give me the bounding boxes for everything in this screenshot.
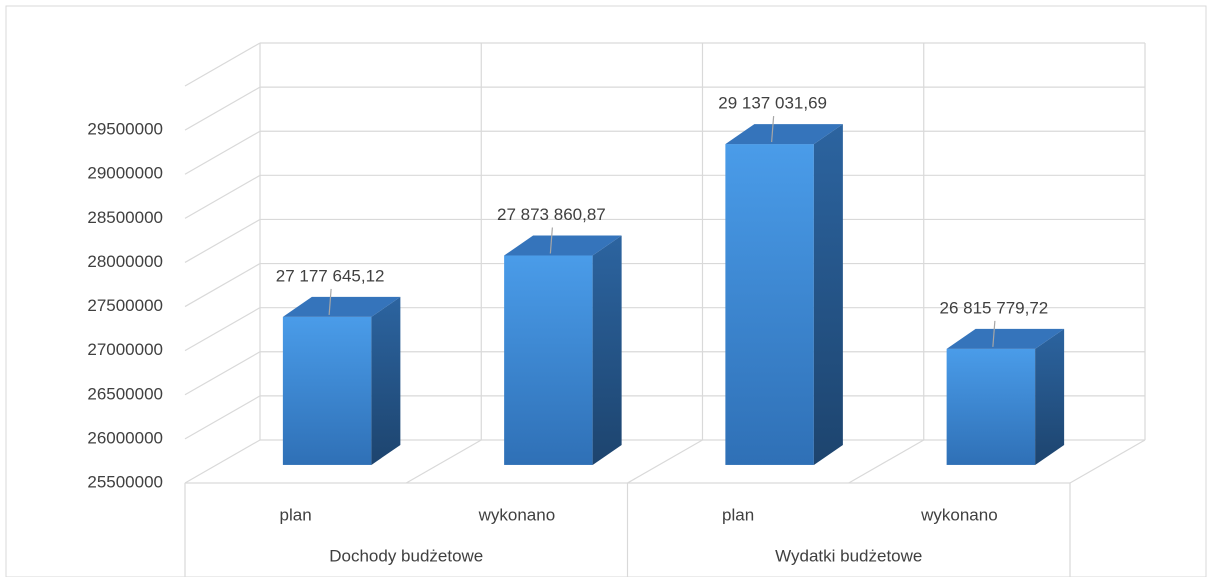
y-tick-label: 27000000: [87, 340, 163, 359]
bar-front: [725, 144, 814, 465]
floor-edge: [1069, 439, 1146, 484]
x-tick-label: plan: [280, 505, 312, 524]
y-tick-label: 28500000: [87, 208, 163, 227]
bar-side: [371, 296, 401, 465]
grid-line: [184, 86, 261, 131]
leader-line: [992, 320, 996, 347]
y-tick-label: 26500000: [87, 384, 163, 403]
x-tick-label: wykonano: [920, 505, 998, 524]
x-tick-label: plan: [722, 505, 754, 524]
leader-line: [328, 288, 332, 315]
bar-side: [813, 124, 843, 465]
bar-side: [1035, 328, 1065, 465]
grid-line: [184, 218, 261, 263]
leader-line: [771, 116, 775, 143]
floor-divider: [405, 439, 482, 484]
group-label: Dochody budżetowe: [329, 546, 483, 565]
grid-line: [184, 174, 261, 219]
leader-line: [549, 227, 553, 254]
x-tick-label: wykonano: [478, 505, 556, 524]
grid-line: [184, 439, 261, 484]
bar-front: [504, 255, 593, 465]
value-label: 27 873 860,87: [497, 205, 606, 224]
bar-side: [592, 235, 622, 465]
grid-line: [184, 395, 261, 440]
value-label: 27 177 645,12: [276, 266, 385, 285]
y-tick-label: 29500000: [87, 120, 163, 139]
bar-front: [946, 348, 1036, 465]
grid-line: [184, 307, 261, 352]
bar-top: [504, 235, 622, 256]
y-tick-label: 27500000: [87, 296, 163, 315]
grid-line: [184, 42, 261, 87]
y-tick-label: 28000000: [87, 252, 163, 271]
y-tick-label: 26000000: [87, 428, 163, 447]
floor-divider: [848, 439, 925, 484]
grid-line: [184, 263, 261, 308]
bar-front: [282, 316, 372, 465]
floor-divider: [627, 439, 703, 484]
y-tick-label: 29000000: [87, 164, 163, 183]
value-label: 26 815 779,72: [940, 298, 1049, 317]
bar-top: [725, 124, 843, 145]
y-tick-label: 25500000: [87, 472, 163, 491]
chart-border: [5, 5, 1207, 577]
value-label: 29 137 031,69: [718, 94, 827, 113]
grid-line: [184, 130, 261, 175]
bar-top: [946, 328, 1065, 349]
bar-top: [282, 296, 401, 317]
grid-line: [184, 351, 261, 396]
group-label: Wydatki budżetowe: [775, 546, 922, 565]
